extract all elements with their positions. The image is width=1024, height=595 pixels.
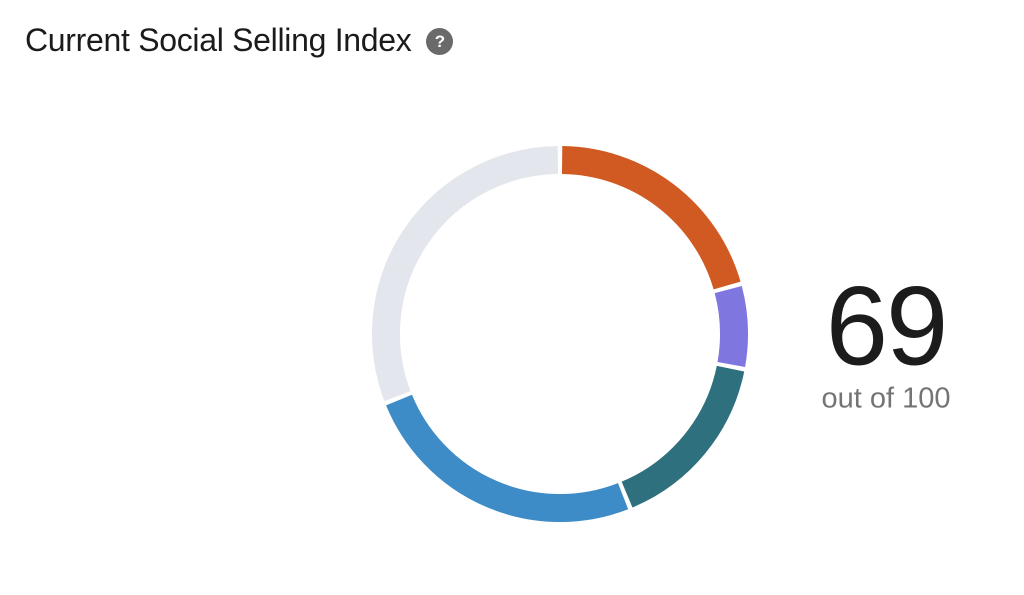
- donut-segment-component-3: [621, 365, 745, 508]
- ssi-score-caption: out of 100: [821, 382, 951, 415]
- donut-segment-remainder: [372, 146, 559, 402]
- panel-header: Current Social Selling Index ?: [25, 22, 454, 59]
- ssi-score-value: 69: [825, 263, 949, 389]
- question-mark-glyph: ?: [434, 31, 446, 51]
- ssi-score-block: 69 out of 100: [821, 263, 951, 416]
- donut-segment-component-4: [386, 394, 629, 522]
- help-icon[interactable]: ?: [426, 28, 454, 56]
- ssi-donut-chart: [370, 144, 750, 524]
- donut-segment-component-2: [714, 286, 748, 367]
- donut-svg: [372, 146, 748, 522]
- donut-segment-component-1: [561, 146, 741, 290]
- page-title: Current Social Selling Index: [25, 22, 412, 58]
